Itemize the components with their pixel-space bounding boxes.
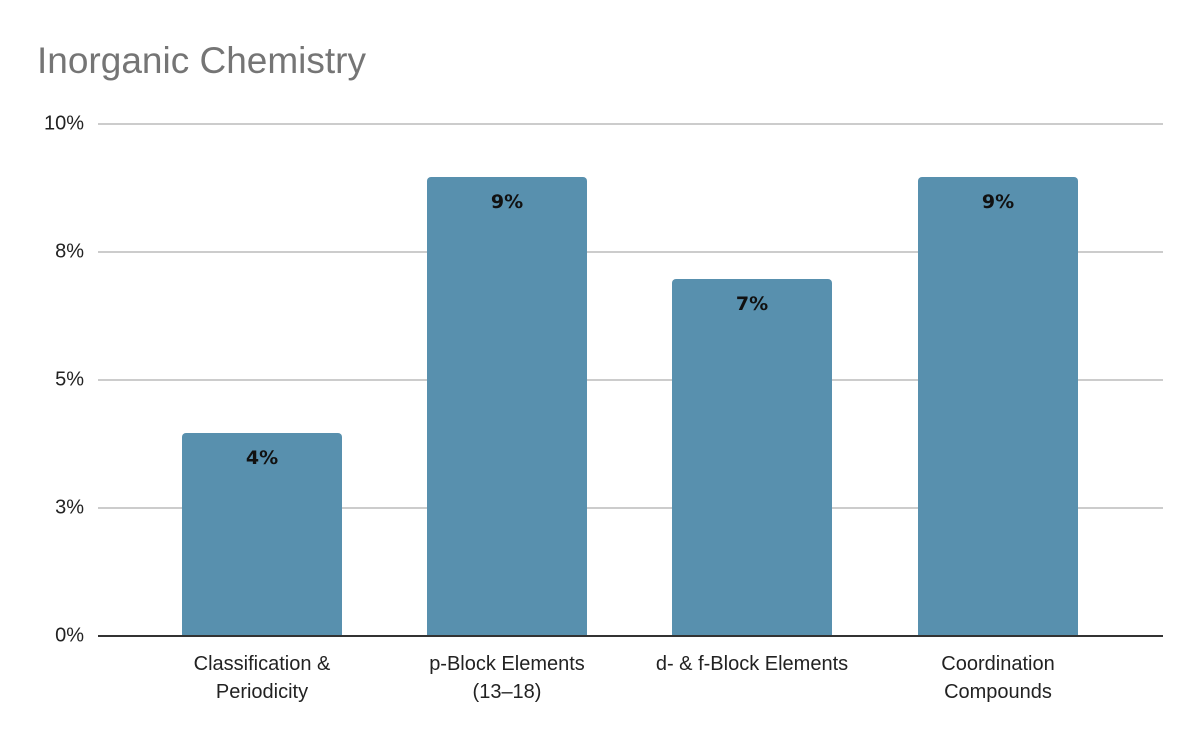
gridline — [98, 123, 1163, 125]
x-tick-line: (13–18) — [472, 681, 542, 703]
bar-classification-periodicity[interactable]: 4% — [182, 433, 342, 636]
y-tick-label: 3% — [55, 496, 84, 519]
gridline — [98, 507, 1163, 509]
x-tick-label: Classification & Periodicity — [142, 650, 382, 706]
bar-p-block-elements[interactable]: 9% — [427, 177, 587, 636]
x-tick-label: p-Block Elements (13–18) — [387, 650, 627, 706]
y-tick-label: 10% — [43, 112, 84, 135]
x-tick-line: d- & f-Block Elements — [655, 653, 849, 675]
bar-value-label: 7% — [735, 293, 769, 315]
x-tick-line: Coordination — [941, 653, 1055, 675]
y-tick-label: 8% — [55, 240, 84, 263]
y-tick-label: 0% — [55, 624, 84, 647]
bar-value-label: 9% — [490, 191, 524, 213]
bar-coordination-compounds[interactable]: 9% — [918, 177, 1078, 636]
gridline — [98, 251, 1163, 253]
chart-title: Inorganic Chemistry — [37, 40, 367, 81]
plot-area: 4% 9% 7% 9% — [98, 123, 1163, 637]
bar-value-label: 4% — [245, 447, 279, 469]
bar-d-f-block-elements[interactable]: 7% — [672, 279, 832, 636]
x-axis-baseline — [98, 635, 1163, 637]
x-tick-label: d- & f-Block Elements — [632, 650, 872, 678]
x-tick-label: Coordination Compounds — [878, 650, 1118, 706]
x-tick-line: Compounds — [944, 681, 1052, 703]
bar-value-label: 9% — [981, 191, 1015, 213]
x-tick-line: Classification & — [193, 653, 331, 675]
x-tick-line: Periodicity — [215, 681, 309, 703]
x-tick-line: p-Block Elements — [429, 653, 585, 675]
y-tick-label: 5% — [55, 368, 84, 391]
gridline — [98, 379, 1163, 381]
